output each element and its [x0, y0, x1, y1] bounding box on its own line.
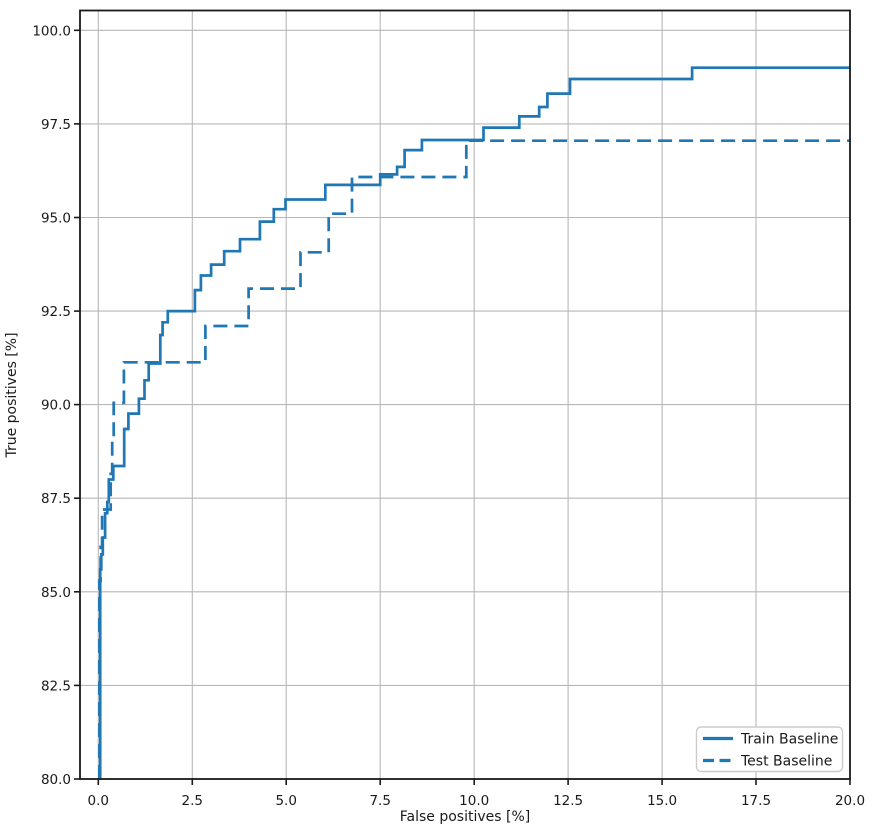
y-tick-label: 80.0	[41, 772, 71, 788]
series-layer	[98, 66, 850, 779]
x-tick-label: 0.0	[88, 793, 109, 809]
test-baseline-line	[98, 139, 850, 779]
y-tick-label: 95.0	[41, 211, 71, 227]
y-tick-label: 85.0	[41, 585, 71, 601]
train-baseline-line	[98, 66, 850, 779]
x-tick-label: 15.0	[647, 793, 677, 809]
x-tick-label: 7.5	[369, 793, 390, 809]
legend: Train Baseline Test Baseline	[695, 726, 844, 773]
tick-layer: 0.0 2.5 5.0 7.5 10.0 12.5 15.0 17.5 20.0 80.0 82.5…	[32, 23, 865, 809]
y-tick-label: 87.5	[41, 491, 71, 507]
grid	[80, 10, 851, 780]
x-tick-label: 5.0	[275, 793, 296, 809]
x-axis-label: False positives [%]	[400, 809, 530, 825]
y-tick-label: 90.0	[41, 398, 71, 414]
y-tick-label: 82.5	[41, 678, 71, 694]
y-axis-label: True positives [%]	[4, 332, 20, 458]
legend-train-label: Train Baseline	[740, 732, 838, 748]
x-tick-label: 2.5	[182, 793, 203, 809]
y-tick-label: 92.5	[41, 304, 71, 320]
x-tick-label: 12.5	[553, 793, 583, 809]
x-tick-label: 17.5	[741, 793, 771, 809]
axes-border	[79, 9, 851, 780]
x-tick-label: 10.0	[459, 793, 489, 809]
x-tick-label: 20.0	[835, 793, 865, 809]
legend-test-label: Test Baseline	[740, 754, 832, 770]
y-tick-label: 100.0	[32, 23, 71, 39]
y-tick-label: 97.5	[41, 117, 71, 133]
